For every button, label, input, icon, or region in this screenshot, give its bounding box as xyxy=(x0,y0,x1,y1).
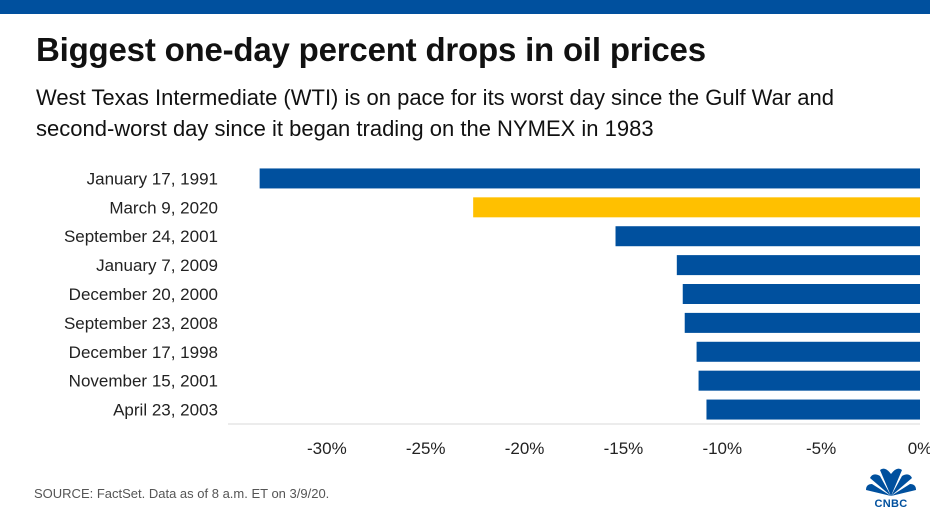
top-accent-bar xyxy=(0,0,930,14)
bar xyxy=(473,197,920,218)
category-label: April 23, 2003 xyxy=(113,401,218,420)
category-label: September 24, 2001 xyxy=(64,227,218,246)
x-tick-label: -15% xyxy=(604,439,644,458)
x-tick-label: -10% xyxy=(702,439,742,458)
bar-chart: -30% -25% -20% -15% -10% -5% 0% January 17, 199… xyxy=(64,168,930,458)
cnbc-logo: CNBC xyxy=(862,462,920,512)
category-label: January 17, 1991 xyxy=(87,169,218,188)
peacock-icon xyxy=(866,468,916,496)
source-note: SOURCE: FactSet. Data as of 8 a.m. ET on… xyxy=(34,486,330,501)
category-label: December 20, 2000 xyxy=(69,285,218,304)
x-tick-label: -30% xyxy=(307,439,347,458)
bar xyxy=(676,255,920,276)
bar xyxy=(259,168,920,189)
x-tick-label: -25% xyxy=(406,439,446,458)
logo-text: CNBC xyxy=(874,498,908,510)
chart-title: Biggest one-day percent drops in oil pri… xyxy=(36,31,706,68)
x-tick-label: -5% xyxy=(806,439,836,458)
x-tick-label: 0% xyxy=(908,439,930,458)
bar xyxy=(696,341,920,362)
bar xyxy=(682,284,920,304)
category-label: September 23, 2008 xyxy=(64,314,218,333)
bar xyxy=(684,312,920,333)
category-label: January 7, 2009 xyxy=(96,256,218,275)
x-tick-label: -20% xyxy=(505,439,545,458)
chart-subtitle: West Texas Intermediate (WTI) is on pace… xyxy=(36,85,835,141)
category-label: December 17, 1998 xyxy=(69,343,218,362)
bar xyxy=(698,370,920,391)
category-label: March 9, 2020 xyxy=(109,198,218,217)
bar xyxy=(615,226,920,247)
category-label: November 15, 2001 xyxy=(69,372,218,391)
bar xyxy=(706,399,920,420)
